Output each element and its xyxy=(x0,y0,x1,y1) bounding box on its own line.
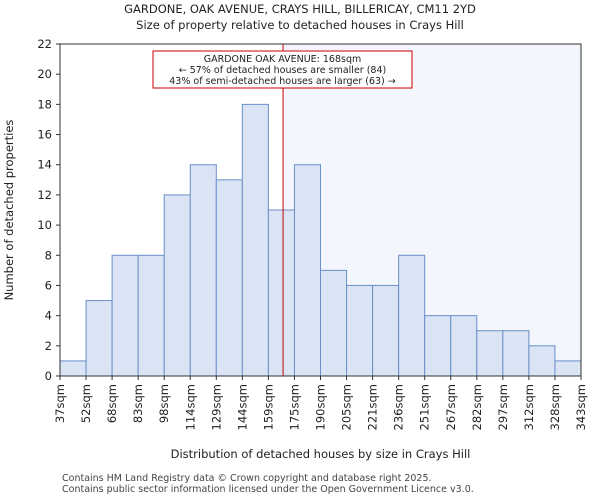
y-tick-label: 12 xyxy=(37,188,52,202)
bar-37sqm xyxy=(59,360,87,377)
x-tick-label: 52sqm xyxy=(79,384,93,423)
x-tick-label: 129sqm xyxy=(209,384,223,430)
y-tick-label: 18 xyxy=(37,97,52,111)
y-tick-label: 0 xyxy=(45,369,52,383)
y-tick-label: 4 xyxy=(45,309,52,323)
bar-98sqm xyxy=(163,194,191,377)
y-axis-label: Number of detached properties xyxy=(2,120,16,301)
x-tick-label: 144sqm xyxy=(235,384,249,430)
y-tick-label: 14 xyxy=(37,158,52,172)
x-tick-label: 114sqm xyxy=(183,384,197,430)
annotation-line-2: ← 57% of detached houses are smaller (84… xyxy=(179,65,386,76)
bar-328sqm xyxy=(554,360,582,377)
y-tick-label: 10 xyxy=(37,218,52,232)
bar-83sqm xyxy=(137,254,165,377)
marker-annotation: GARDONE OAK AVENUE: 168sqm ← 57% of deta… xyxy=(152,50,413,89)
y-tick-label: 16 xyxy=(37,128,52,142)
x-tick-label: 221sqm xyxy=(366,384,380,430)
annotation-line-1: GARDONE OAK AVENUE: 168sqm xyxy=(204,54,361,65)
chart-title: GARDONE, OAK AVENUE, CRAYS HILL, BILLERI… xyxy=(124,2,476,16)
footer-line-2: Contains public sector information licen… xyxy=(62,484,474,495)
bar-236sqm xyxy=(398,254,426,377)
x-tick-label: 175sqm xyxy=(287,384,301,430)
y-tick-label: 6 xyxy=(45,278,52,292)
bar-312sqm xyxy=(528,345,556,377)
bar-251sqm xyxy=(424,315,452,377)
bar-221sqm xyxy=(372,284,400,377)
axes-group: 0 2 4 6 8 10 12 14 16 18 20 22 37sqm 52sqm 68sqm 83sqm 9… xyxy=(37,37,588,430)
annotation-box xyxy=(152,50,413,89)
chart-subtitle: Size of property relative to detached ho… xyxy=(136,18,464,32)
y-tick-label: 20 xyxy=(37,67,52,81)
x-tick-label: 282sqm xyxy=(470,384,484,430)
bar-297sqm xyxy=(502,330,530,377)
bar-205sqm xyxy=(346,284,374,377)
annotation-line-3: 43% of semi-detached houses are larger (… xyxy=(169,76,396,87)
x-tick-label: 328sqm xyxy=(548,384,562,430)
x-tick-label: 83sqm xyxy=(131,384,145,423)
bar-144sqm xyxy=(241,103,269,377)
x-tick-label: 205sqm xyxy=(340,384,354,430)
x-tick-label: 267sqm xyxy=(444,384,458,430)
bars-group xyxy=(59,103,582,377)
bar-129sqm xyxy=(215,179,243,377)
x-tick-label: 297sqm xyxy=(496,384,510,430)
bar-68sqm xyxy=(111,254,139,377)
x-tick-label: 190sqm xyxy=(314,384,328,430)
x-tick-label: 68sqm xyxy=(105,384,119,423)
bar-114sqm xyxy=(189,164,217,377)
bar-175sqm xyxy=(293,164,322,377)
bar-267sqm xyxy=(450,315,478,377)
x-tick-label: 343sqm xyxy=(574,384,588,430)
y-tick-label: 8 xyxy=(45,248,52,262)
y-tick-label: 22 xyxy=(37,37,52,51)
y-tick-label: 2 xyxy=(45,339,52,353)
x-axis-label: Distribution of detached houses by size … xyxy=(171,447,471,461)
x-tick-label: 251sqm xyxy=(418,384,432,430)
x-tick-label: 312sqm xyxy=(522,384,536,430)
x-tick-label: 98sqm xyxy=(157,384,171,423)
bar-190sqm xyxy=(320,269,348,377)
footer-line-1: Contains HM Land Registry data © Crown c… xyxy=(62,473,432,484)
bar-52sqm xyxy=(85,300,113,377)
x-tick-label: 37sqm xyxy=(53,384,67,423)
bar-159sqm xyxy=(267,209,295,377)
x-tick-label: 159sqm xyxy=(261,384,275,430)
x-tick-label: 236sqm xyxy=(392,384,406,430)
bar-282sqm xyxy=(476,330,504,377)
